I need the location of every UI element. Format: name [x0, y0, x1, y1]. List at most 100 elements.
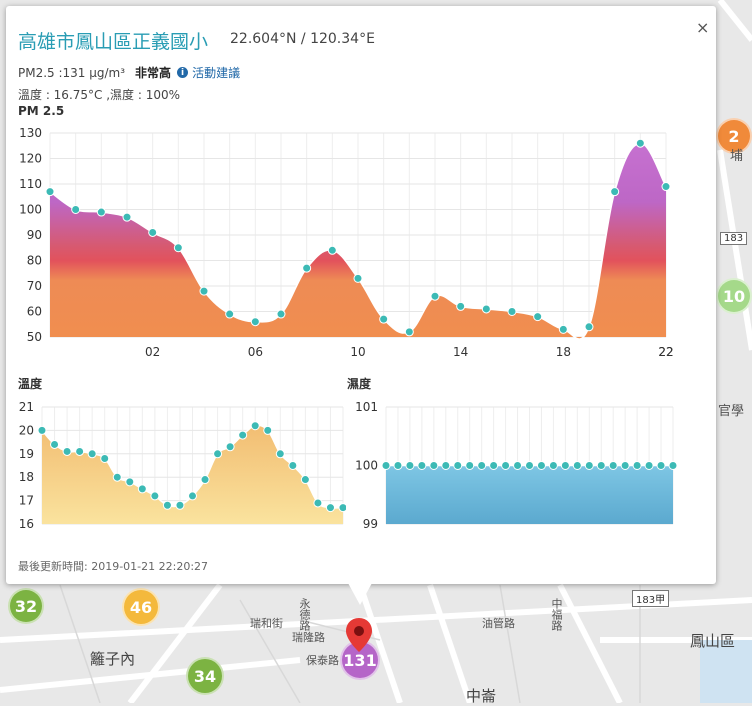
data-point[interactable] [465, 461, 475, 470]
map-marker[interactable]: 2 [716, 118, 752, 154]
data-point[interactable] [668, 461, 678, 470]
data-point[interactable] [338, 503, 346, 513]
data-point[interactable] [71, 205, 81, 214]
data-point[interactable] [481, 304, 491, 314]
data-point[interactable] [353, 273, 363, 283]
y-tick-label: 16 [19, 517, 34, 531]
x-tick-label: 02 [145, 345, 160, 359]
map-label: 油管路 [482, 617, 515, 630]
data-point[interactable] [656, 461, 666, 470]
data-point[interactable] [429, 461, 439, 470]
data-point[interactable] [173, 243, 183, 253]
data-point[interactable] [441, 461, 451, 470]
map-label: 中福路 [550, 598, 563, 631]
map-label: 保泰路 [306, 654, 339, 667]
y-tick-label: 101 [355, 400, 378, 414]
data-point[interactable] [405, 461, 415, 470]
data-point[interactable] [404, 327, 414, 337]
data-point[interactable] [199, 286, 209, 296]
data-point[interactable] [125, 477, 135, 487]
data-point[interactable] [453, 461, 463, 470]
data-point[interactable] [45, 187, 55, 197]
data-point[interactable] [238, 430, 248, 440]
y-tick-label: 19 [19, 447, 34, 461]
data-point[interactable] [417, 461, 427, 470]
data-point[interactable] [162, 500, 172, 510]
data-point[interactable] [200, 475, 210, 485]
data-point[interactable] [75, 446, 85, 456]
data-point[interactable] [620, 461, 630, 470]
data-point[interactable] [489, 461, 499, 470]
data-point[interactable] [379, 314, 389, 324]
data-point[interactable] [584, 322, 594, 332]
location-pin-icon[interactable] [345, 617, 373, 653]
data-point[interactable] [100, 453, 110, 463]
activity-advice-link[interactable]: i 活動建議 [177, 64, 240, 81]
data-point[interactable] [37, 425, 47, 435]
data-point[interactable] [313, 498, 323, 508]
data-point[interactable] [381, 461, 391, 470]
data-point[interactable] [533, 312, 543, 322]
map-marker[interactable]: 32 [8, 588, 44, 624]
data-point[interactable] [188, 491, 197, 501]
data-point[interactable] [608, 461, 618, 470]
data-point[interactable] [536, 461, 546, 470]
data-point[interactable] [548, 461, 558, 470]
map-marker-selected[interactable]: 131 [340, 640, 380, 680]
data-point[interactable] [276, 309, 286, 319]
data-point[interactable] [558, 324, 568, 334]
close-icon[interactable]: × [696, 18, 710, 37]
data-point[interactable] [250, 421, 260, 431]
data-point[interactable] [50, 439, 60, 449]
data-point[interactable] [596, 461, 606, 470]
data-point[interactable] [325, 503, 335, 513]
data-point[interactable] [225, 309, 235, 319]
data-point[interactable] [213, 449, 223, 459]
data-point[interactable] [250, 317, 260, 327]
data-point[interactable] [150, 491, 160, 501]
humidity-chart-title: 濕度 [347, 377, 372, 391]
data-point[interactable] [300, 475, 310, 485]
data-point[interactable] [96, 207, 106, 217]
data-point[interactable] [122, 212, 132, 222]
data-point[interactable] [175, 500, 185, 510]
data-point[interactable] [302, 263, 312, 273]
data-point[interactable] [644, 461, 654, 470]
data-point[interactable] [501, 461, 511, 470]
data-point[interactable] [507, 307, 517, 316]
data-point[interactable] [148, 227, 158, 237]
data-point[interactable] [635, 138, 645, 148]
data-point[interactable] [584, 461, 594, 470]
data-point[interactable] [288, 461, 298, 470]
data-point[interactable] [572, 461, 582, 470]
data-point[interactable] [513, 461, 523, 470]
data-point[interactable] [327, 245, 337, 255]
data-point[interactable] [525, 461, 534, 470]
y-tick-label: 17 [19, 494, 34, 508]
data-point[interactable] [112, 472, 122, 482]
data-point[interactable] [137, 484, 147, 494]
data-point[interactable] [610, 187, 620, 197]
y-tick-label: 18 [19, 470, 34, 484]
series-area [50, 143, 666, 339]
data-point[interactable] [263, 425, 273, 435]
data-point[interactable] [560, 461, 570, 470]
data-point[interactable] [430, 291, 440, 301]
y-tick-label: 100 [355, 459, 378, 473]
map-marker[interactable]: 46 [122, 588, 160, 626]
map-marker[interactable]: 34 [186, 657, 224, 695]
data-point[interactable] [661, 182, 671, 192]
data-point[interactable] [393, 461, 403, 470]
data-point[interactable] [477, 461, 487, 470]
map-label: 籬子內 [90, 650, 136, 668]
data-point[interactable] [225, 442, 235, 452]
map-marker[interactable]: 10 [716, 278, 752, 314]
data-point[interactable] [275, 449, 285, 459]
series-area [42, 425, 343, 524]
data-point[interactable] [87, 449, 97, 459]
data-point[interactable] [456, 301, 466, 311]
x-tick-label: 18 [556, 345, 571, 359]
data-point[interactable] [632, 461, 642, 470]
data-point[interactable] [62, 446, 72, 456]
